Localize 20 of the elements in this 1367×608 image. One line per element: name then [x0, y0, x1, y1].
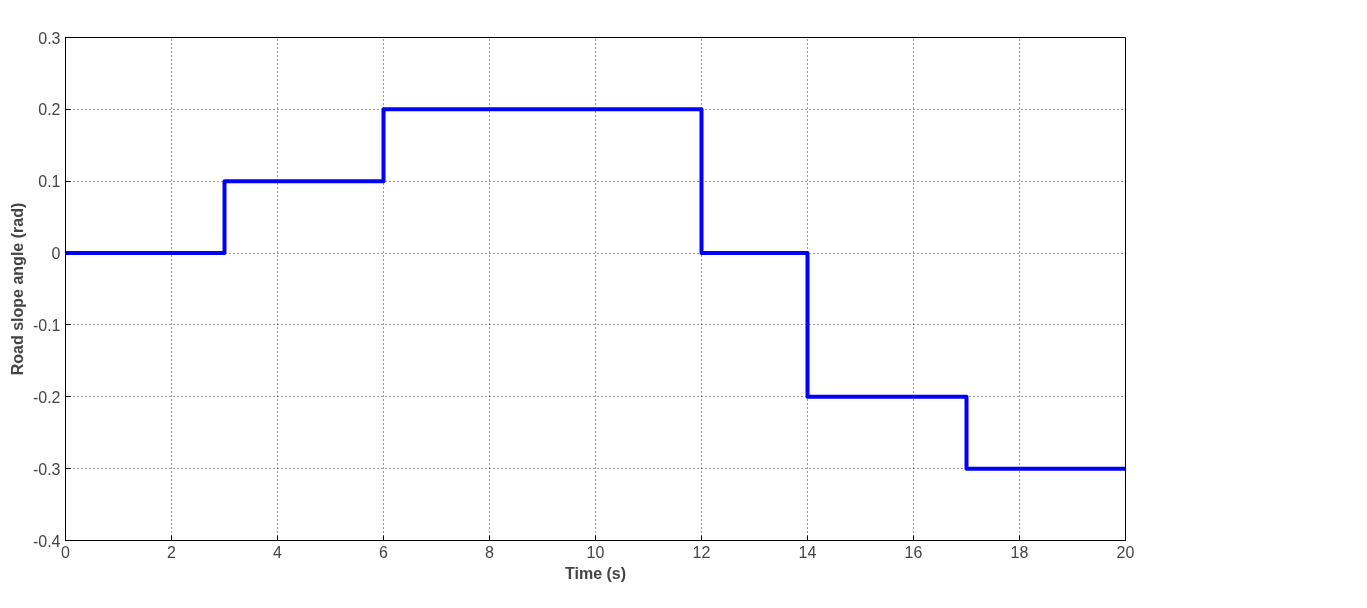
x-tick-label: 18: [1010, 543, 1029, 561]
y-tick-label: 0.3: [38, 29, 61, 47]
x-axis-title: Time (s): [564, 564, 627, 582]
y-tick-label: -0.2: [32, 388, 61, 406]
x-tick-label: 2: [167, 543, 177, 561]
x-tick-label: 10: [586, 543, 605, 561]
y-tick-label: 0: [51, 245, 61, 263]
x-tick-label: 14: [798, 543, 817, 561]
y-tick-label: -0.1: [32, 316, 61, 334]
x-tick-label: 16: [904, 543, 923, 561]
y-tick-label: -0.3: [32, 460, 61, 478]
x-tick-label: 6: [379, 543, 389, 561]
x-tick-label: 12: [692, 543, 711, 561]
y-tick-label: -0.4: [32, 532, 61, 550]
y-tick-label: 0.1: [38, 173, 61, 191]
y-axis-title: Road slope angle (rad): [8, 202, 26, 376]
x-tick-label: 20: [1116, 543, 1135, 561]
x-tick-label: 8: [485, 543, 495, 561]
x-tick-label: 4: [273, 543, 283, 561]
y-tick-label: 0.2: [38, 101, 61, 119]
